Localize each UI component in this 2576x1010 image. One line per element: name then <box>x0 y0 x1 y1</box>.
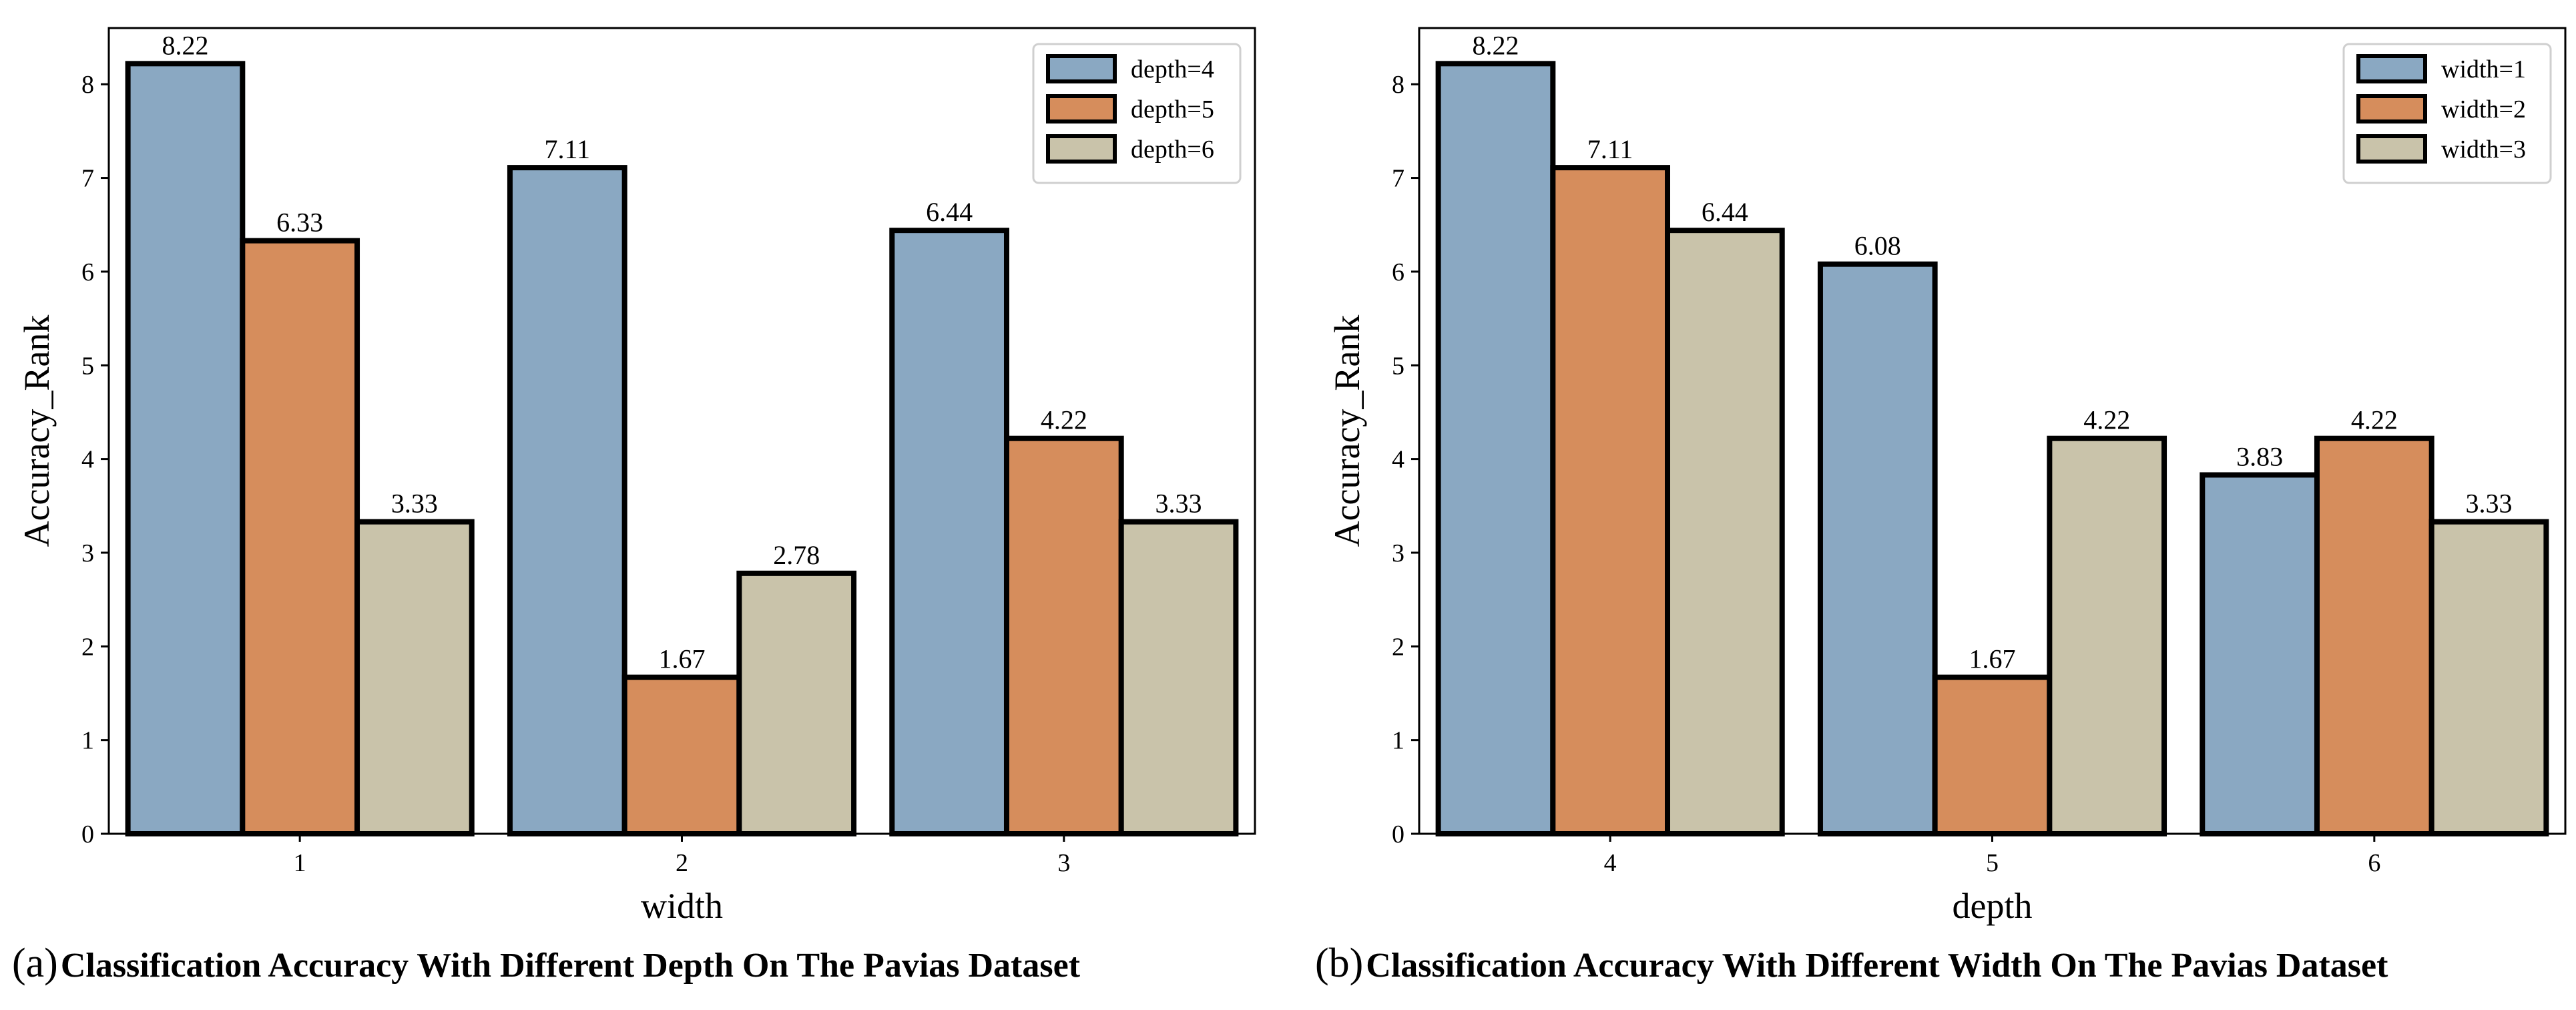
y-tick-label-b-5: 5 <box>1392 352 1404 380</box>
chart-panel-a: 8.22 6.33 3.33 1 7.11 1.67 2.78 2 6.44 4.22 3.33 3 0… <box>17 27 1256 926</box>
x-tick-label-b-0: 4 <box>1604 849 1617 877</box>
data-label-b-2-1: 4.22 <box>2351 405 2398 435</box>
legend-label-a-1: depth=5 <box>1131 95 1214 123</box>
y-tick-label-b-4: 4 <box>1392 446 1404 474</box>
y-tick-label-a-4: 4 <box>81 446 94 474</box>
y-tick-label-b-8: 8 <box>1392 71 1404 99</box>
data-label-a-2-2: 3.33 <box>1155 489 1202 519</box>
data-label-a-2-0: 6.44 <box>926 197 973 227</box>
y-tick-label-b-6: 6 <box>1392 258 1404 286</box>
legend-label-b-1: width=2 <box>2441 95 2526 123</box>
bar-a-2-2 <box>1118 519 1239 836</box>
y-tick-label-a-5: 5 <box>81 352 94 380</box>
legend-label-b-0: width=1 <box>2441 55 2526 83</box>
legend-label-a-2: depth=6 <box>1131 136 1214 164</box>
bar-a-2-1 <box>1003 435 1124 836</box>
y-tick-label-a-0: 0 <box>81 820 94 848</box>
bar-b-0-0 <box>1435 61 1556 837</box>
bar-b-1-2 <box>2047 435 2167 836</box>
data-label-b-2-2: 3.33 <box>2466 489 2513 519</box>
caption-a-text: Classification Accuracy With Different D… <box>60 947 1081 985</box>
data-label-a-1-1: 1.67 <box>659 644 706 674</box>
x-tick-label-a-2: 3 <box>1057 849 1070 877</box>
bar-b-2-1 <box>2314 435 2434 836</box>
data-label-b-1-0: 6.08 <box>1854 231 1901 261</box>
legend-swatch-a-1 <box>1046 94 1117 123</box>
bar-a-0-0 <box>125 61 246 837</box>
bar-b-2-2 <box>2428 519 2549 836</box>
x-tick-label-b-2: 6 <box>2368 849 2380 877</box>
bar-a-1-1 <box>621 674 742 836</box>
data-label-a-0-1: 6.33 <box>276 208 323 238</box>
bar-b-0-2 <box>1665 228 1785 836</box>
bar-a-0-1 <box>240 238 360 836</box>
caption-a-tag: (a) <box>12 941 58 986</box>
charts-canvas: 8.22 6.33 3.33 1 7.11 1.67 2.78 2 6.44 4.22 3.33 3 0… <box>17 27 2567 926</box>
x-tick-label-b-1: 5 <box>1986 849 1999 877</box>
data-label-b-1-1: 1.67 <box>1969 644 2016 674</box>
y-tick-label-a-1: 1 <box>81 727 94 755</box>
x-tick-label-a-1: 2 <box>676 849 688 877</box>
legend-swatch-b-0 <box>2356 54 2427 83</box>
data-label-a-0-2: 3.33 <box>391 489 438 519</box>
legend-swatch-a-2 <box>1046 134 1117 164</box>
x-tick-label-a-0: 1 <box>294 849 306 877</box>
y-tick-label-a-2: 2 <box>81 633 94 661</box>
x-axis-label-b: depth <box>1953 886 2033 926</box>
y-tick-label-a-7: 7 <box>81 165 94 193</box>
data-label-a-0-0: 8.22 <box>162 30 208 60</box>
legend-swatch-b-2 <box>2356 134 2427 164</box>
data-label-b-1-2: 4.22 <box>2083 405 2130 435</box>
caption-b: (b) Classification Accuracy With Differe… <box>1315 940 2388 1000</box>
data-label-a-1-0: 7.11 <box>545 134 591 164</box>
data-label-b-0-2: 6.44 <box>1702 197 1748 227</box>
bar-a-1-2 <box>736 570 857 837</box>
y-axis-label-a: Accuracy_Rank <box>17 315 57 547</box>
bar-a-0-2 <box>354 519 475 836</box>
y-tick-label-a-6: 6 <box>81 258 94 286</box>
chart-panel-b: 8.22 7.11 6.44 4 6.08 1.67 4.22 5 3.83 4.22 3.33 6 0… <box>1327 27 2567 926</box>
legend-swatch-a-0 <box>1046 54 1117 83</box>
y-tick-label-a-8: 8 <box>81 71 94 99</box>
bar-b-1-0 <box>1817 261 1938 836</box>
y-tick-label-b-7: 7 <box>1392 165 1404 193</box>
bar-b-0-1 <box>1550 165 1671 837</box>
bar-a-1-0 <box>507 165 627 837</box>
y-tick-label-b-2: 2 <box>1392 633 1404 661</box>
bar-b-2-0 <box>2200 472 2320 836</box>
bar-b-1-1 <box>1932 674 2053 836</box>
y-tick-label-b-0: 0 <box>1392 820 1404 848</box>
y-tick-label-b-3: 3 <box>1392 539 1404 567</box>
x-axis-label-a: width <box>641 886 723 926</box>
y-tick-label-a-3: 3 <box>81 539 94 567</box>
data-label-a-1-2: 2.78 <box>773 540 820 570</box>
data-label-b-2-0: 3.83 <box>2236 441 2283 471</box>
caption-b-tag: (b) <box>1315 941 1364 986</box>
legend-swatch-b-1 <box>2356 94 2427 123</box>
y-tick-label-b-1: 1 <box>1392 727 1404 755</box>
data-label-a-2-1: 4.22 <box>1041 405 1087 435</box>
caption-a: (a) Classification Accuracy With Differe… <box>12 940 1080 1000</box>
data-label-b-0-1: 7.11 <box>1587 134 1633 164</box>
legend-label-b-2: width=3 <box>2441 136 2526 164</box>
data-label-b-0-0: 8.22 <box>1472 30 1519 60</box>
y-axis-label-b: Accuracy_Rank <box>1327 315 1367 547</box>
caption-b-text: Classification Accuracy With Different W… <box>1366 947 2388 985</box>
legend-label-a-0: depth=4 <box>1131 55 1214 83</box>
bar-a-2-0 <box>889 228 1009 836</box>
